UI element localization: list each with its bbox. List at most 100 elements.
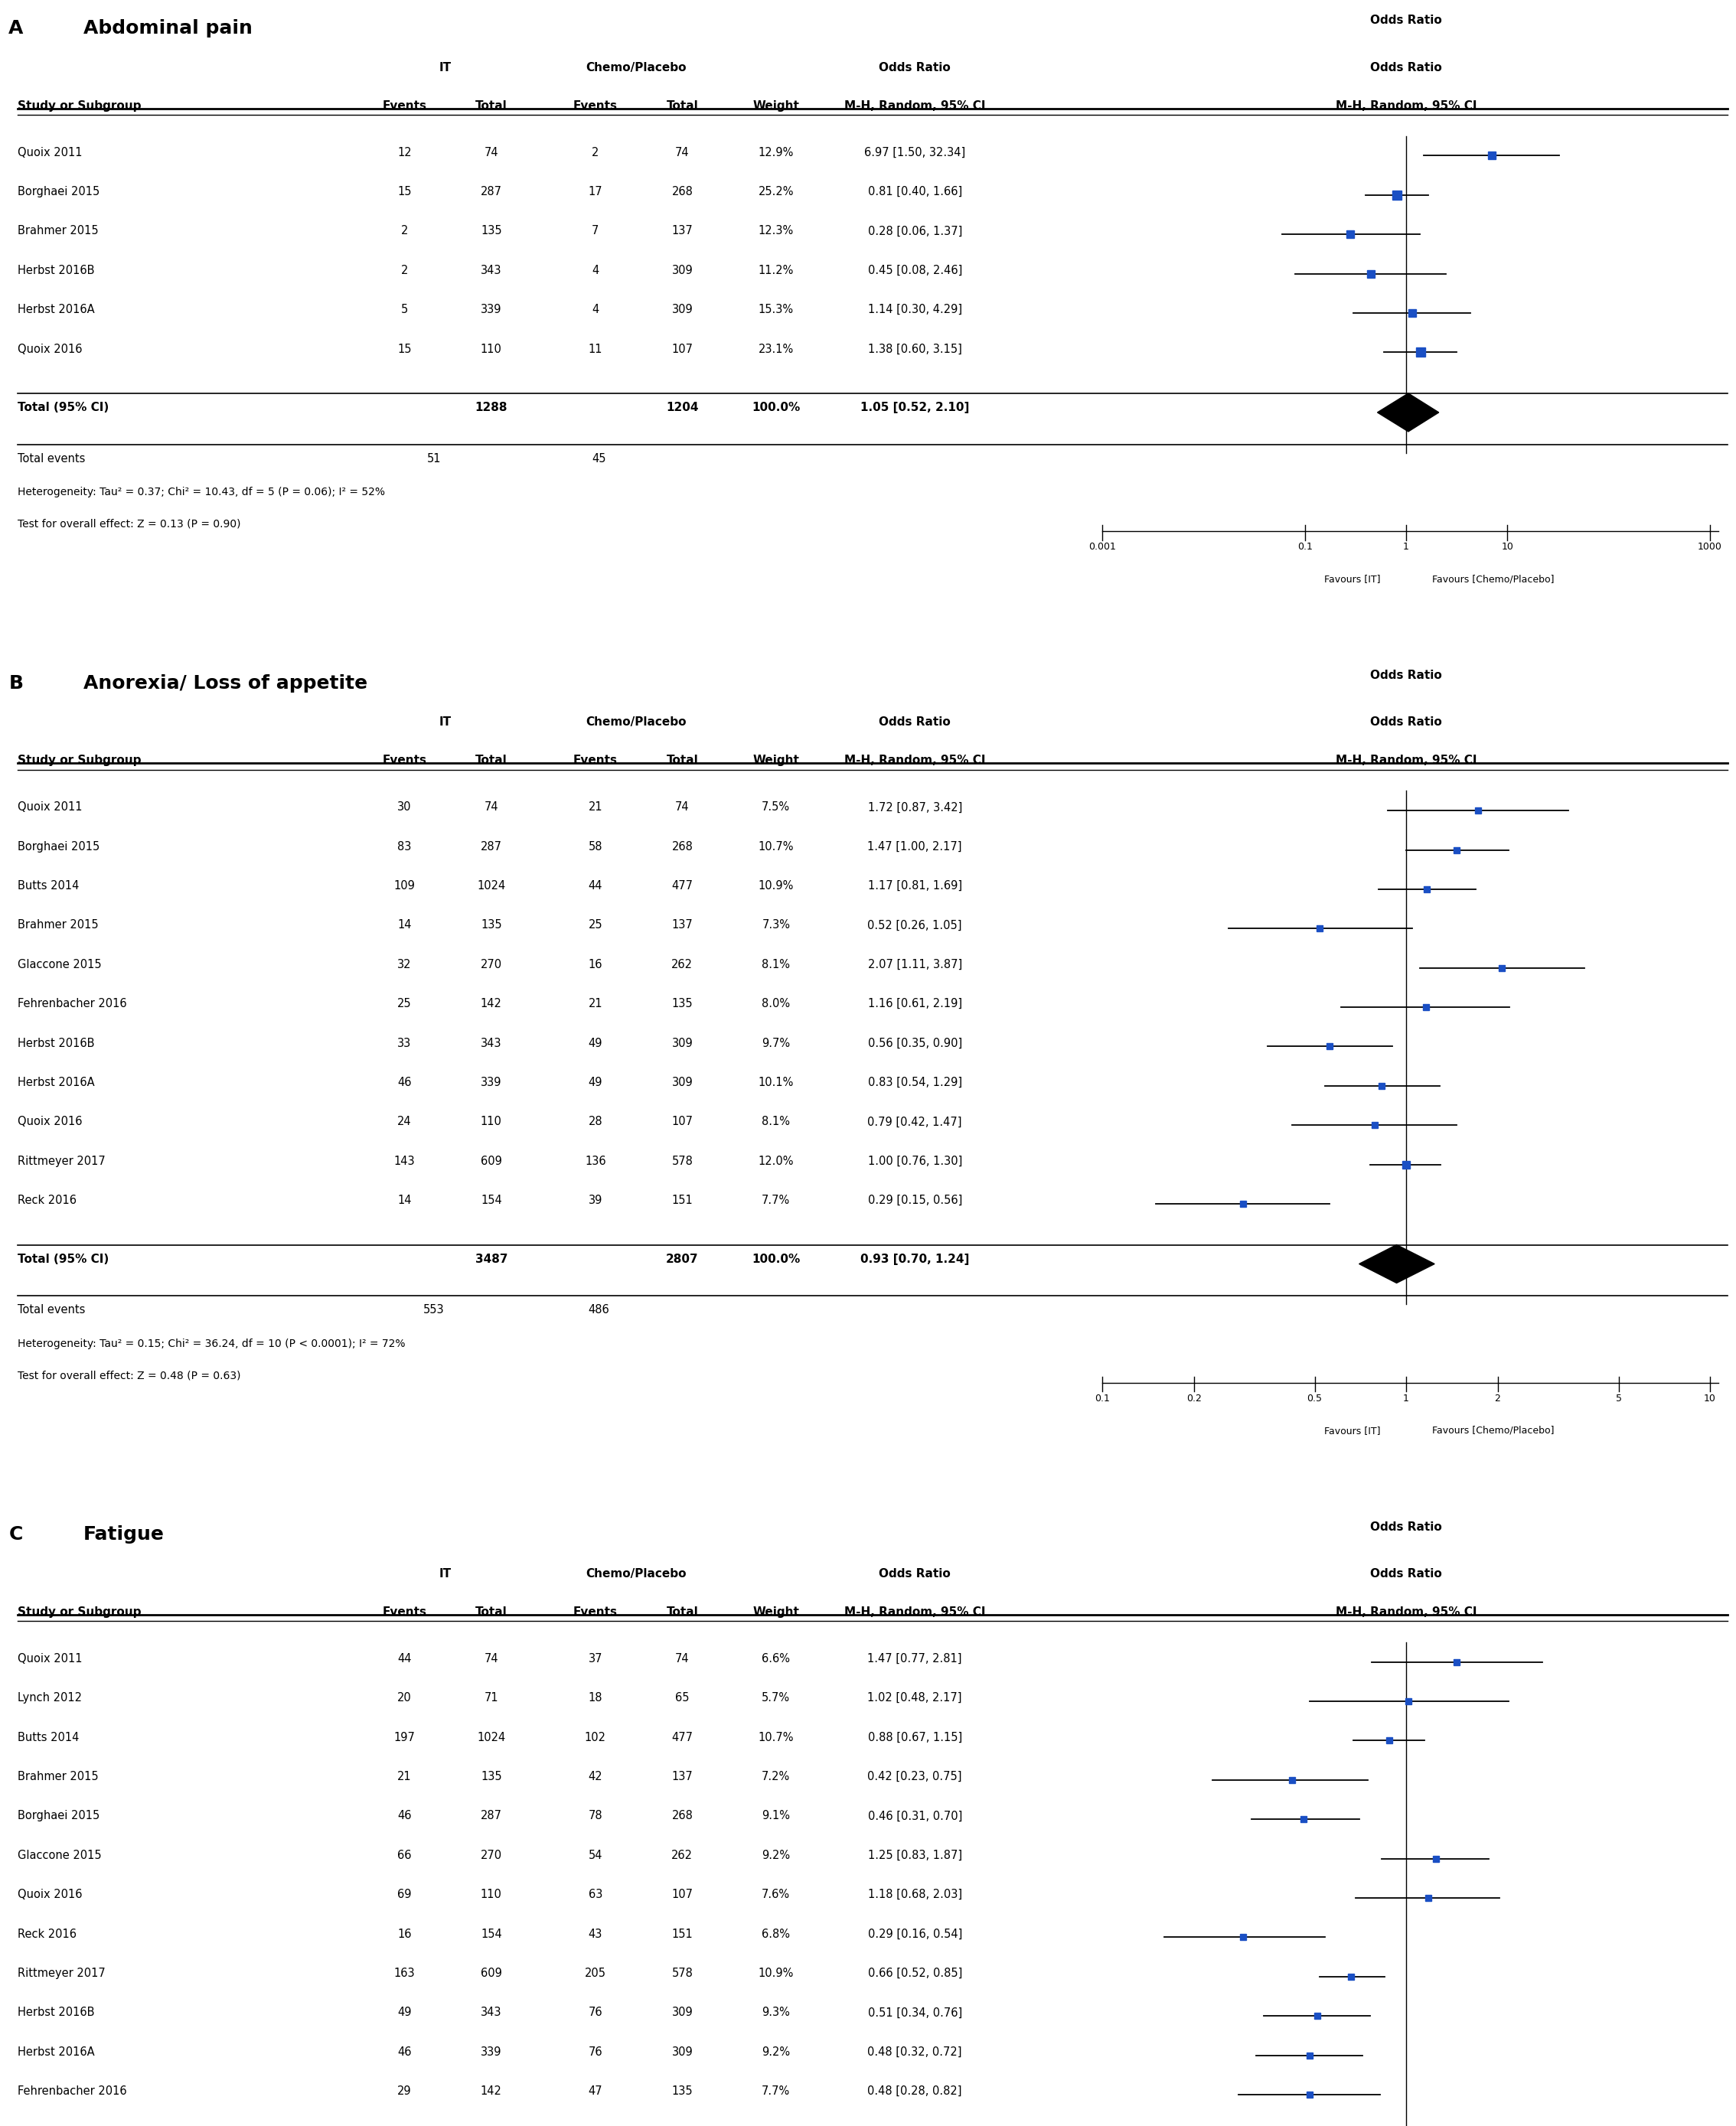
Text: 10: 10 — [1502, 542, 1514, 553]
Text: 8.0%: 8.0% — [762, 997, 790, 1010]
Text: Abdominal pain: Abdominal pain — [83, 19, 252, 38]
Text: 0.1: 0.1 — [1297, 542, 1312, 553]
Text: 10.9%: 10.9% — [759, 1967, 793, 1979]
Text: 74: 74 — [484, 802, 498, 812]
Text: Odds Ratio: Odds Ratio — [1370, 716, 1443, 727]
Text: 83: 83 — [398, 840, 411, 853]
Text: Brahmer 2015: Brahmer 2015 — [17, 918, 99, 931]
Text: 1024: 1024 — [477, 880, 505, 891]
Text: Butts 2014: Butts 2014 — [17, 1731, 78, 1743]
Text: 135: 135 — [481, 918, 502, 931]
Text: 1.05 [0.52, 2.10]: 1.05 [0.52, 2.10] — [861, 402, 969, 412]
Text: 477: 477 — [672, 1731, 693, 1743]
Text: IT: IT — [439, 1569, 451, 1580]
Text: 42: 42 — [589, 1771, 602, 1782]
Text: 151: 151 — [672, 1928, 693, 1939]
Text: 100.0%: 100.0% — [752, 1252, 800, 1265]
Text: 2.07 [1.11, 3.87]: 2.07 [1.11, 3.87] — [868, 959, 962, 969]
Text: 486: 486 — [589, 1303, 609, 1316]
Text: Total: Total — [476, 755, 507, 765]
Text: 46: 46 — [398, 2045, 411, 2058]
Text: 0.88 [0.67, 1.15]: 0.88 [0.67, 1.15] — [868, 1731, 962, 1743]
Text: 12.0%: 12.0% — [759, 1154, 793, 1167]
Text: 15.3%: 15.3% — [759, 304, 793, 315]
Text: 0.81 [0.40, 1.66]: 0.81 [0.40, 1.66] — [868, 187, 962, 198]
Text: Events: Events — [573, 1607, 618, 1618]
Text: 18: 18 — [589, 1692, 602, 1703]
Text: Total: Total — [667, 1607, 698, 1618]
Text: Total (95% CI): Total (95% CI) — [17, 1252, 109, 1265]
Text: Test for overall effect: Z = 0.13 (P = 0.90): Test for overall effect: Z = 0.13 (P = 0… — [17, 519, 241, 529]
Text: Brahmer 2015: Brahmer 2015 — [17, 225, 99, 236]
Text: 7.3%: 7.3% — [762, 918, 790, 931]
Text: Events: Events — [382, 100, 427, 111]
Text: Weight: Weight — [753, 1607, 799, 1618]
Text: 309: 309 — [672, 1076, 693, 1089]
Text: 15: 15 — [398, 187, 411, 198]
Text: 28: 28 — [589, 1116, 602, 1127]
Text: 309: 309 — [672, 264, 693, 276]
Text: 2: 2 — [592, 147, 599, 157]
Text: M-H, Random, 95% CI: M-H, Random, 95% CI — [1335, 100, 1477, 111]
Text: 74: 74 — [675, 802, 689, 812]
Text: 1.14 [0.30, 4.29]: 1.14 [0.30, 4.29] — [868, 304, 962, 315]
Text: Herbst 2016A: Herbst 2016A — [17, 1076, 94, 1089]
Text: 1.47 [1.00, 2.17]: 1.47 [1.00, 2.17] — [868, 840, 962, 853]
Text: 0.46 [0.31, 0.70]: 0.46 [0.31, 0.70] — [868, 1809, 962, 1822]
Text: 51: 51 — [427, 453, 441, 463]
Polygon shape — [1377, 393, 1439, 432]
Text: 49: 49 — [398, 2007, 411, 2018]
Text: Brahmer 2015: Brahmer 2015 — [17, 1771, 99, 1782]
Text: 2: 2 — [401, 225, 408, 236]
Text: 268: 268 — [672, 1809, 693, 1822]
Text: Quoix 2011: Quoix 2011 — [17, 802, 82, 812]
Text: 107: 107 — [672, 342, 693, 355]
Text: M-H, Random, 95% CI: M-H, Random, 95% CI — [1335, 755, 1477, 765]
Text: Glaccone 2015: Glaccone 2015 — [17, 959, 101, 969]
Text: 154: 154 — [481, 1195, 502, 1205]
Text: 11: 11 — [589, 342, 602, 355]
Text: 1.38 [0.60, 3.15]: 1.38 [0.60, 3.15] — [868, 342, 962, 355]
Text: 78: 78 — [589, 1809, 602, 1822]
Text: Heterogeneity: Tau² = 0.37; Chi² = 10.43, df = 5 (P = 0.06); I² = 52%: Heterogeneity: Tau² = 0.37; Chi² = 10.43… — [17, 487, 385, 497]
Text: 154: 154 — [481, 1928, 502, 1939]
Text: 1000: 1000 — [1698, 542, 1722, 553]
Text: 1.17 [0.81, 1.69]: 1.17 [0.81, 1.69] — [868, 880, 962, 891]
Text: 1.16 [0.61, 2.19]: 1.16 [0.61, 2.19] — [868, 997, 962, 1010]
Text: 2807: 2807 — [667, 1252, 698, 1265]
Text: Herbst 2016A: Herbst 2016A — [17, 2045, 94, 2058]
Text: Chemo/Placebo: Chemo/Placebo — [587, 62, 686, 72]
Text: 137: 137 — [672, 1771, 693, 1782]
Text: Events: Events — [382, 1607, 427, 1618]
Text: Lynch 2012: Lynch 2012 — [17, 1692, 82, 1703]
Text: Test for overall effect: Z = 0.48 (P = 0.63): Test for overall effect: Z = 0.48 (P = 0… — [17, 1369, 241, 1382]
Text: 287: 287 — [481, 840, 502, 853]
Text: 1.72 [0.87, 3.42]: 1.72 [0.87, 3.42] — [868, 802, 962, 812]
Text: 1.02 [0.48, 2.17]: 1.02 [0.48, 2.17] — [868, 1692, 962, 1703]
Text: 7.2%: 7.2% — [762, 1771, 790, 1782]
Text: C: C — [9, 1526, 23, 1543]
Text: 0.29 [0.16, 0.54]: 0.29 [0.16, 0.54] — [868, 1928, 962, 1939]
Text: 268: 268 — [672, 187, 693, 198]
Text: 309: 309 — [672, 304, 693, 315]
Text: 0.45 [0.08, 2.46]: 0.45 [0.08, 2.46] — [868, 264, 962, 276]
Text: 11.2%: 11.2% — [759, 264, 793, 276]
Text: 47: 47 — [589, 2086, 602, 2096]
Text: 49: 49 — [589, 1076, 602, 1089]
Text: 10.9%: 10.9% — [759, 880, 793, 891]
Text: Herbst 2016B: Herbst 2016B — [17, 264, 94, 276]
Text: 12: 12 — [398, 147, 411, 157]
Text: Study or Subgroup: Study or Subgroup — [17, 100, 141, 111]
Text: Total: Total — [476, 100, 507, 111]
Text: 46: 46 — [398, 1076, 411, 1089]
Text: 343: 343 — [481, 264, 502, 276]
Text: Odds Ratio: Odds Ratio — [1370, 62, 1443, 72]
Text: Study or Subgroup: Study or Subgroup — [17, 1607, 141, 1618]
Text: 142: 142 — [481, 2086, 502, 2096]
Text: 0.93 [0.70, 1.24]: 0.93 [0.70, 1.24] — [861, 1252, 969, 1265]
Text: 309: 309 — [672, 1037, 693, 1048]
Text: 5.7%: 5.7% — [762, 1692, 790, 1703]
Text: 6.6%: 6.6% — [762, 1654, 790, 1665]
Text: 135: 135 — [481, 1771, 502, 1782]
Text: Favours [Chemo/Placebo]: Favours [Chemo/Placebo] — [1432, 1424, 1554, 1435]
